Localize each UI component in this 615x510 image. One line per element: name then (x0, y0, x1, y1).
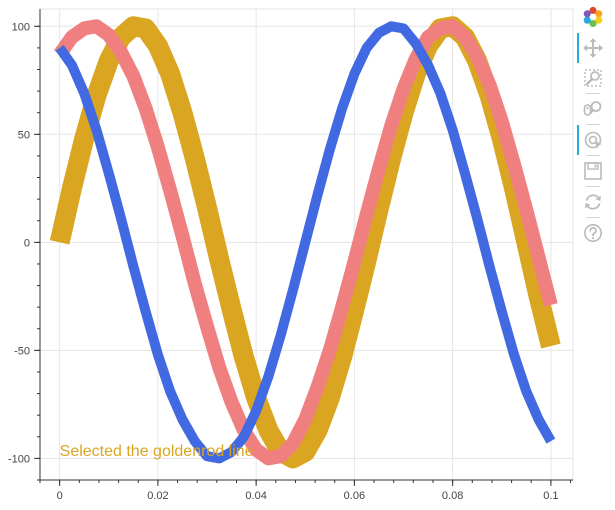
wheel-zoom-tool-button[interactable] (578, 97, 608, 121)
y-tick-label: 50 (18, 129, 30, 141)
pan-icon (583, 38, 603, 58)
x-tick-label: 0.02 (147, 490, 168, 502)
help-icon (584, 224, 602, 242)
plot-canvas[interactable]: 0 0.02 0.04 0.06 0.08 0.1 100 50 0 -50 -100 Selecte… (0, 0, 574, 510)
toolbar-divider (586, 93, 600, 94)
box-zoom-tool-button[interactable] (578, 66, 608, 90)
series-line-3[interactable] (55, 21, 556, 464)
x-tick-label: 0 (57, 490, 63, 502)
x-tick-label: 0.06 (344, 490, 365, 502)
toolbar-divider (586, 186, 600, 187)
tap-icon (584, 131, 602, 149)
reset-tool-button[interactable] (578, 190, 608, 214)
x-tick-label: 0.08 (442, 490, 463, 502)
tap-tool-button[interactable] (577, 125, 608, 155)
x-tick-label: 0.1 (543, 490, 558, 502)
toolbar-divider (586, 155, 600, 156)
y-tick-label: -50 (14, 345, 30, 357)
y-tick-label: -100 (8, 453, 30, 465)
y-tick-label: 100 (12, 21, 30, 33)
help-tool-button[interactable] (578, 221, 608, 245)
plot-toolbar (574, 0, 615, 510)
toolbar-divider (586, 124, 600, 125)
bokeh-logo-icon[interactable] (578, 5, 608, 29)
x-tick-label: 0.04 (245, 490, 266, 502)
box-zoom-icon (584, 69, 602, 87)
toolbar-divider (586, 217, 600, 218)
reset-icon (585, 194, 601, 210)
selection-annotation: Selected the goldenrod line (60, 443, 254, 460)
pan-tool-button[interactable] (577, 33, 608, 63)
save-tool-button[interactable] (578, 159, 608, 183)
series-line-2[interactable] (53, 19, 558, 466)
wheel-zoom-icon (583, 101, 602, 116)
y-tick-label: 0 (24, 237, 30, 249)
save-icon (584, 162, 602, 180)
